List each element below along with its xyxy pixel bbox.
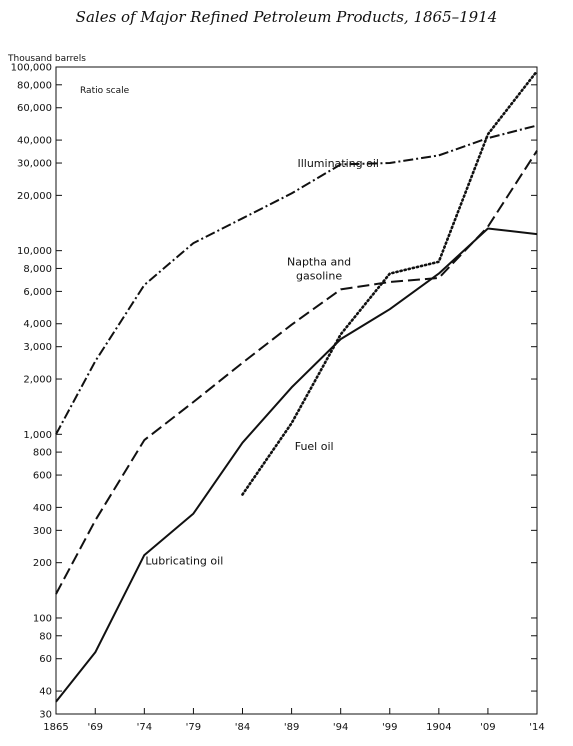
- y-tick-label: 1,000: [23, 430, 52, 441]
- y-tick-label: 40: [39, 687, 52, 698]
- y-tick-label: 3,000: [23, 342, 52, 353]
- chart-title: Sales of Major Refined Petroleum Product…: [75, 8, 498, 26]
- y-tick-label: 600: [33, 471, 52, 482]
- series-label-naptha-and-gasoline: Naptha and: [287, 256, 351, 269]
- x-tick-label: '94: [333, 722, 348, 733]
- x-tick-label: '14: [529, 722, 544, 733]
- y-tick-label: 800: [33, 448, 52, 459]
- x-axis: 1865 '69 '74 '79 '84 '89 '94 '99 1904 '09 '14: [43, 708, 545, 733]
- y-tick-label: 60: [39, 654, 52, 665]
- series-line-lubricating-oil: [55, 227, 538, 703]
- y-axis-label: Thousand barrels: [7, 54, 86, 64]
- x-tick-label: '69: [88, 722, 103, 733]
- y-tick-label: 4,000: [23, 319, 52, 330]
- y-tick-label: 10,000: [17, 246, 52, 257]
- x-tick-label: 1865: [43, 722, 68, 733]
- plot-frame: [55, 66, 538, 715]
- x-tick-label: '79: [186, 722, 201, 733]
- series-label-illuminating-oil: Illuminating oil: [297, 157, 378, 170]
- y-tick-label: 400: [33, 503, 52, 514]
- y-tick-label: 40,000: [17, 136, 52, 147]
- series-label-naptha-and-gasoline: gasoline: [296, 270, 342, 283]
- x-tick-label: '89: [284, 722, 299, 733]
- y-tick-label: 30: [39, 710, 52, 721]
- y-tick-label: 60,000: [17, 103, 52, 114]
- y-tick-label: 80: [39, 631, 52, 642]
- y-tick-label: 300: [33, 526, 52, 537]
- y-tick-label: 30,000: [17, 159, 52, 170]
- y-tick-label: 20,000: [17, 191, 52, 202]
- x-tick-label: '99: [382, 722, 397, 733]
- x-tick-label: '84: [235, 722, 250, 733]
- scale-note: Ratio scale: [80, 86, 130, 96]
- y-tick-label: 80,000: [17, 80, 52, 91]
- series-layer: [55, 69, 539, 703]
- x-tick-label: '09: [480, 722, 495, 733]
- x-tick-label: 1904: [426, 722, 451, 733]
- series-label-fuel-oil: Fuel oil: [295, 440, 334, 453]
- y-tick-label: 2,000: [23, 375, 52, 386]
- series-label-lubricating-oil: Lubricating oil: [145, 555, 223, 568]
- y-tick-label: 8,000: [23, 264, 52, 275]
- x-tick-label: '74: [137, 722, 152, 733]
- y-tick-label: 200: [33, 558, 52, 569]
- series-line-illuminating-oil: [55, 124, 538, 435]
- series-line-fuel-oil: [241, 69, 539, 496]
- y-tick-label: 100,000: [11, 63, 52, 74]
- y-tick-label: 100: [33, 613, 52, 624]
- series-line-naptha-and-gasoline: [55, 150, 538, 595]
- y-tick-label: 6,000: [23, 287, 52, 298]
- y-axis: 30 40 60 80 100 200 300 400 600 800 1,000 2,000 3,00…: [11, 63, 537, 721]
